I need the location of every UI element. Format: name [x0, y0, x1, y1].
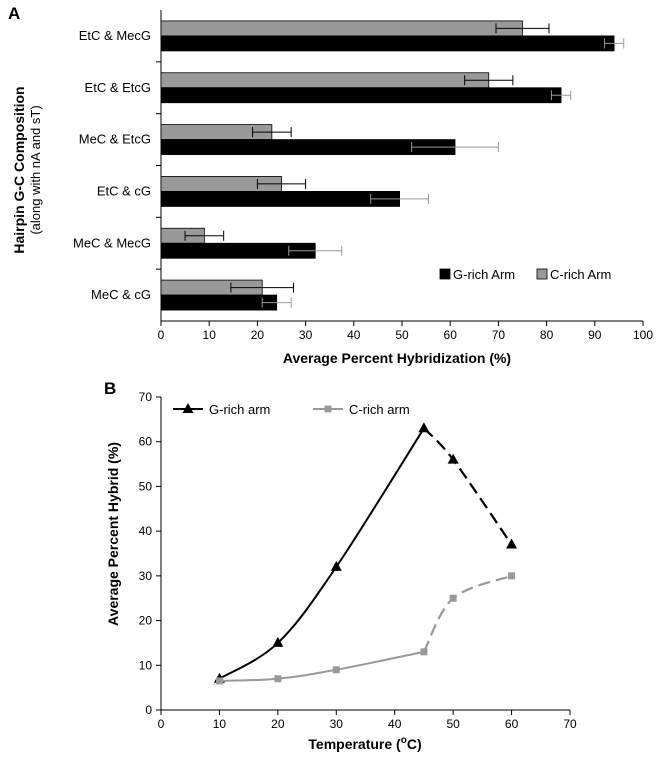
panel-a-x-tick-label: 80 [540, 328, 554, 342]
panel-b-c-rich-line-solid [219, 650, 425, 682]
panel-b-g-rich-point [272, 636, 284, 647]
panel-a-legend-label: G-rich Arm [453, 267, 515, 282]
panel-b-g-rich-line-dashed [423, 427, 513, 546]
panel-b-y-tick-label: 60 [139, 435, 153, 449]
panel-a-legend: G-rich Arm C-rich Arm [439, 267, 611, 282]
panel-b-letter: B [104, 379, 116, 398]
panel-a-legend-swatch [536, 268, 548, 280]
panel-a-x-tick-label: 30 [299, 328, 313, 342]
panel-b-c-rich-point [274, 675, 282, 683]
panel-b-y-tick-label: 20 [139, 614, 153, 628]
panel-b-x-tick-label: 40 [388, 717, 402, 731]
panel-b-x-axis-label: Temperature (oC) [308, 735, 421, 752]
panel-b-lines [213, 422, 518, 685]
panel-b-legend-marker [182, 403, 194, 413]
panel-a-x-tick-label: 40 [347, 328, 361, 342]
panel-b-g-rich-line-solid [218, 427, 425, 680]
panel-a-bars [160, 20, 625, 311]
panel-b-c-rich-point [420, 648, 428, 656]
panel-b-x-tick-label: 0 [158, 717, 165, 731]
panel-a-category-label: EtC & MecG [79, 28, 151, 43]
panel-a-y-axis-sublabel: (along with nA and sT) [28, 105, 43, 234]
panel-b-legend-label: G-rich arm [209, 402, 270, 417]
panel-a-x-tick-label: 90 [588, 328, 602, 342]
panel-b-c-rich-line-dashed [422, 574, 512, 653]
panel-a-x-tick-label: 100 [633, 328, 653, 342]
panel-a-bar-c-rich [160, 72, 490, 89]
panel-b-axes: 0 10 20 30 40 50 60 70 0 10 20 30 40 50 60 70 [139, 390, 577, 731]
panel-a-x-tick-label: 0 [158, 328, 165, 342]
panel-b-x-label-degree: o [401, 735, 407, 746]
panel-a-category-label: MeC & MecG [73, 235, 151, 250]
panel-b-x-tick-label: 70 [563, 717, 577, 731]
panel-a-bar-g-rich [160, 35, 615, 52]
panel-b-chart: B 0 10 20 30 40 50 60 70 0 10 20 30 40 50 60 70 G-rich … [104, 379, 577, 752]
panel-a-legend-label: C-rich Arm [550, 267, 611, 282]
panel-b-legend: G-rich arm C-rich arm [173, 402, 410, 417]
panel-b-g-rich-point [447, 453, 459, 464]
panel-b-legend-marker [324, 405, 332, 413]
panel-a-category-label: EtC & cG [97, 183, 151, 198]
panel-b-c-rich-point [449, 594, 457, 602]
panel-a-x-tick-label: 20 [251, 328, 265, 342]
panel-b-x-tick-label: 20 [271, 717, 285, 731]
panel-a-category-label: MeC & EtcG [79, 132, 151, 147]
panel-a-x-axis-label: Average Percent Hybridization (%) [283, 350, 511, 366]
panel-a-bar-c-rich [160, 20, 523, 37]
panel-b-x-tick-label: 30 [330, 717, 344, 731]
panel-a-bar-g-rich [160, 191, 400, 207]
panel-b-c-rich-point [508, 572, 516, 580]
panel-b-g-rich-point [506, 538, 518, 549]
panel-b-x-label-part: Temperature ( [308, 736, 401, 752]
panel-a-category-label: EtC & EtcG [85, 80, 151, 95]
panel-b-y-tick-label: 40 [139, 524, 153, 538]
panel-b-y-tick-label: 50 [139, 479, 153, 493]
panel-a-x-tick-label: 70 [492, 328, 506, 342]
panel-a-category-label: MeC & cG [91, 287, 151, 302]
panel-a-legend-swatch [439, 268, 451, 280]
panel-b-x-tick-label: 60 [505, 717, 519, 731]
panel-b-y-tick-label: 70 [139, 390, 153, 404]
panel-b-c-rich-point [215, 677, 223, 685]
panel-b-x-label-part: C) [407, 736, 422, 752]
panel-b-legend-label: C-rich arm [349, 402, 410, 417]
panel-a-bar-g-rich [160, 294, 278, 311]
panel-a-y-axis-label: Hairpin G-C Composition [11, 86, 27, 253]
panel-b-y-tick-label: 30 [139, 569, 153, 583]
panel-b-g-rich-point [418, 422, 430, 433]
panel-b-g-rich-point [330, 560, 342, 571]
panel-a-x-tick-label: 50 [395, 328, 409, 342]
panel-b-y-tick-label: 0 [145, 703, 152, 717]
panel-b-y-tick-label: 10 [139, 658, 153, 672]
panel-a-letter: A [8, 4, 20, 23]
panel-a-axes: 0 10 20 30 40 50 60 70 80 90 100 EtC & MecG EtC & Et… [73, 10, 653, 342]
panel-a-x-tick-label: 60 [444, 328, 458, 342]
panel-b-x-tick-label: 10 [213, 717, 227, 731]
panel-b-c-rich-point [332, 666, 340, 674]
panel-b-x-tick-label: 50 [446, 717, 460, 731]
panel-a-chart: A 0 10 20 30 40 50 60 70 80 90 100 EtC & MecG EtC & … [8, 4, 653, 366]
panel-a-bar-g-rich [160, 87, 562, 104]
panel-a-x-tick-label: 10 [203, 328, 217, 342]
panel-b-y-axis-label: Average Percent Hybrid (%) [105, 442, 121, 626]
panel-a-bar-g-rich [160, 139, 456, 155]
